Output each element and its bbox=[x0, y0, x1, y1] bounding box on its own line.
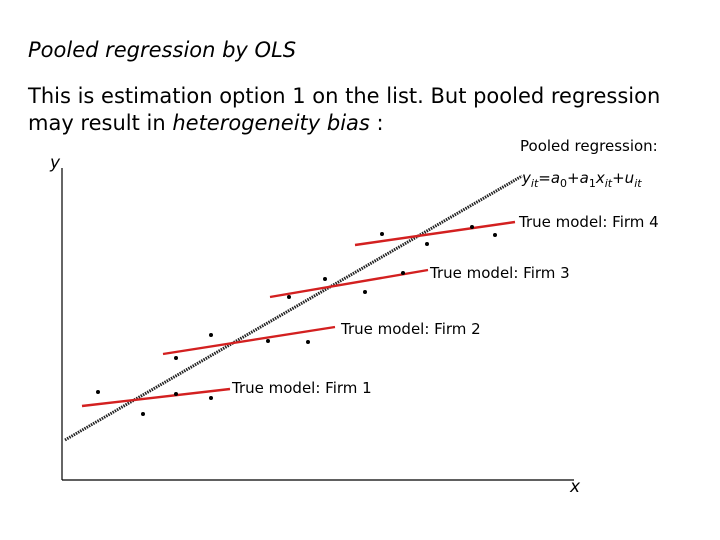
firm-1-point bbox=[141, 412, 145, 416]
firm-2-point bbox=[306, 340, 310, 344]
firm-2-label: True model: Firm 2 bbox=[340, 320, 481, 338]
firm-3-label: True model: Firm 3 bbox=[429, 264, 570, 282]
firm-1-point bbox=[96, 390, 100, 394]
firm-4-point bbox=[380, 232, 384, 236]
firm-3-point bbox=[287, 295, 291, 299]
body-text-part-1: This is estimation option 1 on the list.… bbox=[28, 84, 661, 135]
firm-1-line bbox=[81, 387, 231, 408]
firm-4-point bbox=[425, 242, 429, 246]
pooled-regression-line bbox=[64, 174, 523, 442]
x-axis-label: x bbox=[569, 477, 581, 497]
firm-3-point bbox=[401, 271, 405, 275]
firm-3-line bbox=[269, 268, 429, 299]
slide-title: Pooled regression by OLS bbox=[28, 38, 297, 62]
pooled-regression-equation: yit=a0+a1xit+uit bbox=[521, 169, 642, 190]
firm-3-point bbox=[363, 290, 367, 294]
firm-2-point bbox=[209, 333, 213, 337]
body-text-emphasis: heterogeneity bias bbox=[172, 111, 370, 135]
firm-3-point bbox=[323, 277, 327, 281]
pooled-regression-label: Pooled regression: bbox=[520, 137, 658, 155]
firm-1-label: True model: Firm 1 bbox=[231, 379, 372, 397]
firm-2-line bbox=[162, 325, 336, 356]
firm-2-point bbox=[174, 356, 178, 360]
firm-1-point bbox=[174, 392, 178, 396]
firm-4-line bbox=[354, 220, 516, 247]
body-text-part-2: : bbox=[369, 111, 384, 135]
firm-4-label: True model: Firm 4 bbox=[518, 213, 659, 231]
firm-4-point bbox=[493, 233, 497, 237]
slide-body-text: This is estimation option 1 on the list.… bbox=[28, 83, 688, 137]
firm-1-point bbox=[209, 396, 213, 400]
firm-4-point bbox=[470, 225, 474, 229]
firm-2-point bbox=[266, 339, 270, 343]
y-axis-label: y bbox=[49, 153, 61, 173]
